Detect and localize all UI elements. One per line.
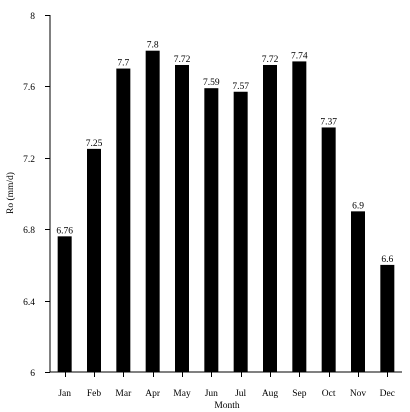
- x-tick-label-feb: Feb: [87, 389, 102, 399]
- data-label-aug: 7.72: [262, 55, 279, 65]
- axes: [49, 15, 402, 373]
- y-tick-label: 8: [30, 12, 35, 22]
- x-tick-label-jul: Jul: [235, 389, 246, 399]
- data-label-feb: 7.25: [86, 139, 103, 149]
- data-label-apr: 7.8: [147, 41, 159, 51]
- x-axis-title: Month: [214, 401, 240, 411]
- bar-sep: [292, 61, 307, 372]
- y-tick-label: 6.4: [23, 298, 35, 308]
- data-label-nov: 6.9: [352, 201, 364, 211]
- x-tick-label-oct: Oct: [322, 389, 336, 399]
- x-tick-label-aug: Aug: [262, 389, 279, 399]
- data-label-oct: 7.37: [320, 117, 337, 127]
- x-tick-label-jan: Jan: [58, 389, 71, 399]
- bar-jun: [204, 88, 219, 372]
- x-tick-label-nov: Nov: [350, 389, 367, 399]
- bar-may: [175, 64, 189, 372]
- y-tick-label: 6: [30, 369, 35, 379]
- data-label-jun: 7.59: [203, 78, 220, 88]
- bar-aug: [263, 64, 277, 372]
- x-axis-ticks: Jan Feb Mar Apr May Jun Jul Aug Sep Oct Nov Dec: [58, 372, 395, 399]
- y-axis-title: Ro (mm/d): [5, 172, 16, 214]
- bar-dec: [380, 264, 395, 372]
- x-tick-label-mar: Mar: [115, 389, 132, 399]
- x-tick-label-dec: Dec: [380, 389, 395, 399]
- y-tick-label: 7.2: [23, 155, 35, 165]
- bar-feb: [87, 148, 101, 372]
- data-labels: 6.76 7.25 7.7 7.8 7.72 7.59 7.57 7.72 7.74 7.37 6.…: [56, 41, 393, 265]
- bar-jul: [233, 91, 248, 372]
- x-tick-label-apr: Apr: [145, 389, 161, 399]
- y-tick-label: 7.6: [23, 83, 35, 93]
- x-tick-label-sep: Sep: [292, 389, 307, 399]
- data-label-mar: 7.7: [117, 59, 129, 69]
- bar-nov: [351, 211, 365, 372]
- y-axis-ticks: 6 6.4 6.8 7.2 7.6 8: [23, 12, 50, 379]
- data-label-jul: 7.57: [232, 82, 249, 92]
- bar-oct: [321, 127, 336, 372]
- x-tick-label-may: May: [173, 389, 191, 399]
- data-label-may: 7.72: [174, 55, 191, 65]
- bar-apr: [145, 50, 160, 372]
- x-tick-label-jun: Jun: [205, 389, 218, 399]
- bars: [57, 50, 395, 373]
- data-label-dec: 6.6: [381, 255, 393, 265]
- data-label-sep: 7.74: [291, 51, 308, 61]
- bar-jan: [57, 236, 72, 372]
- y-tick-label: 6.8: [23, 226, 35, 236]
- data-label-jan: 6.76: [56, 226, 73, 236]
- bar-mar: [116, 68, 131, 373]
